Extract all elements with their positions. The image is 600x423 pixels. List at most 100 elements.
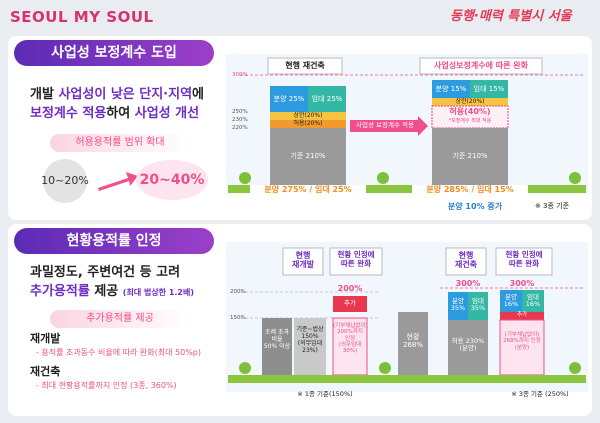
title-pill xyxy=(14,40,214,66)
line2: 사업성 개선 xyxy=(134,106,200,121)
label-box xyxy=(495,247,553,276)
top-relaxed: 300% xyxy=(509,279,535,288)
line2: 추가용적률 xyxy=(30,284,90,299)
rent-relaxed: 임대 16% xyxy=(522,293,544,309)
current-title: 현행 xyxy=(295,251,311,260)
note: ※ 1종 기준(150%) xyxy=(297,390,353,398)
tree xyxy=(239,362,251,374)
relaxed: (기부채납없이) xyxy=(504,332,540,338)
block xyxy=(468,292,488,320)
relaxed-title: 따른 완화 xyxy=(340,258,372,268)
tree xyxy=(239,172,251,184)
sale-relaxed: 분양 xyxy=(505,293,517,301)
block xyxy=(308,86,346,112)
excess: 비율 xyxy=(271,335,283,343)
block xyxy=(270,112,346,120)
relaxed: 200%까지 xyxy=(337,329,363,336)
allow: (분양) xyxy=(459,344,477,353)
excess: 50% 이상 xyxy=(263,342,291,350)
axis-labels: 220% xyxy=(232,125,248,131)
label-box xyxy=(267,57,343,75)
note: ※ 3종 기준 xyxy=(534,202,570,210)
arrow xyxy=(350,116,428,136)
allow: 허용 230% xyxy=(451,337,485,345)
circle xyxy=(43,159,87,203)
label-box xyxy=(445,247,487,276)
sale: 분양 15% xyxy=(435,85,467,93)
block xyxy=(470,80,508,98)
ground xyxy=(228,375,586,383)
pill: 허용용적률 범위 확대 xyxy=(75,137,165,148)
relaxed: (기부채납없이) 200%까지 인정 (의무임대 30%) xyxy=(333,323,368,355)
pill xyxy=(50,310,190,328)
relaxed: 인정 xyxy=(344,335,356,342)
base: 기준~법상 150% (의무임대 23%) xyxy=(294,326,326,355)
ground xyxy=(228,185,586,193)
slogan: 동행·매력 특별시 서울 xyxy=(450,9,572,24)
pill: 추가용적률 제공 xyxy=(86,313,154,324)
current: 현황 268% xyxy=(398,333,428,349)
block xyxy=(500,312,544,320)
extra: 추가 xyxy=(344,299,356,307)
line1: 사업성이 낮은 단지·지역 xyxy=(58,87,193,102)
top: 200% xyxy=(337,284,363,293)
tree xyxy=(377,172,389,184)
increase: 분양 10% 증가 xyxy=(447,202,503,211)
line2: 보정계수 적용하여 사업성 개선 xyxy=(30,106,200,122)
label-box xyxy=(419,57,543,75)
rent-current: 임대 xyxy=(472,297,484,305)
block xyxy=(448,320,488,375)
relaxed-title: 따른 완화 xyxy=(508,258,540,268)
current-title: 현행 재개발 xyxy=(283,251,323,269)
allow: 허용(40%) xyxy=(449,107,491,116)
rent-relaxed: 임대 xyxy=(527,293,539,301)
block xyxy=(500,290,522,312)
axis-labels: 150% xyxy=(230,315,246,321)
line2: 추가용적률 제공 (최대 법상한 1.2배) xyxy=(30,284,194,300)
from: 10~20% xyxy=(41,174,89,187)
extra: 추가 xyxy=(516,312,528,318)
current-title: 현행 재건축 xyxy=(446,251,486,269)
total: 분양 285% / 임대 15% xyxy=(412,185,528,195)
relaxed-title: 현황 인정에 xyxy=(505,250,543,259)
top-current: 300% xyxy=(455,279,481,288)
relaxed-title: 사업성보정계수에 따른 완화 xyxy=(434,61,528,70)
line2: 하여 xyxy=(106,106,135,121)
relaxed: (기부채납없이) xyxy=(333,323,368,329)
pill xyxy=(50,134,190,152)
block xyxy=(270,86,308,112)
block xyxy=(262,318,292,375)
relaxed: 30%) xyxy=(342,348,358,355)
base: 23%) xyxy=(302,346,318,354)
block xyxy=(432,80,470,98)
axis-labels: 300% xyxy=(232,72,248,78)
arrow xyxy=(98,172,138,191)
current: 268% xyxy=(402,341,423,350)
logo: SEOUL MY SOUL xyxy=(10,8,154,26)
tree xyxy=(379,362,391,374)
axis-labels: 230% xyxy=(232,117,248,123)
rent-current: 35% xyxy=(470,304,486,313)
block xyxy=(270,120,346,128)
base: 기준 210% xyxy=(290,152,326,160)
sale: 분양 25% xyxy=(273,95,305,103)
title: 현황용적률 인정 xyxy=(66,233,162,249)
title: 사업성 보정계수 도입 xyxy=(51,45,177,61)
sale-current: 분양 xyxy=(452,297,464,305)
relaxed-title: 현황 인정에 따른 완화 xyxy=(496,250,552,268)
relaxed-title: 현황 인정에 따른 완화 xyxy=(330,250,382,268)
label-box xyxy=(329,247,383,276)
current-title: 재건축 xyxy=(454,260,478,270)
relaxed: (분양) xyxy=(514,344,530,351)
base: 기준~법상 xyxy=(296,326,324,333)
cap: 상한(20%) xyxy=(293,112,323,119)
allow-note: *보정계수 최대 적용 xyxy=(448,118,492,124)
allow: 허용 230% (분양) xyxy=(448,337,488,353)
head: 재개발 xyxy=(30,332,61,345)
relaxed-title: 현황 인정에 xyxy=(337,250,375,259)
axis-labels: 200% xyxy=(230,289,246,295)
line1: 개발 xyxy=(30,87,59,102)
sale-current: 분양 35% xyxy=(448,297,468,313)
current-title: 현행 재건축 xyxy=(285,61,325,70)
